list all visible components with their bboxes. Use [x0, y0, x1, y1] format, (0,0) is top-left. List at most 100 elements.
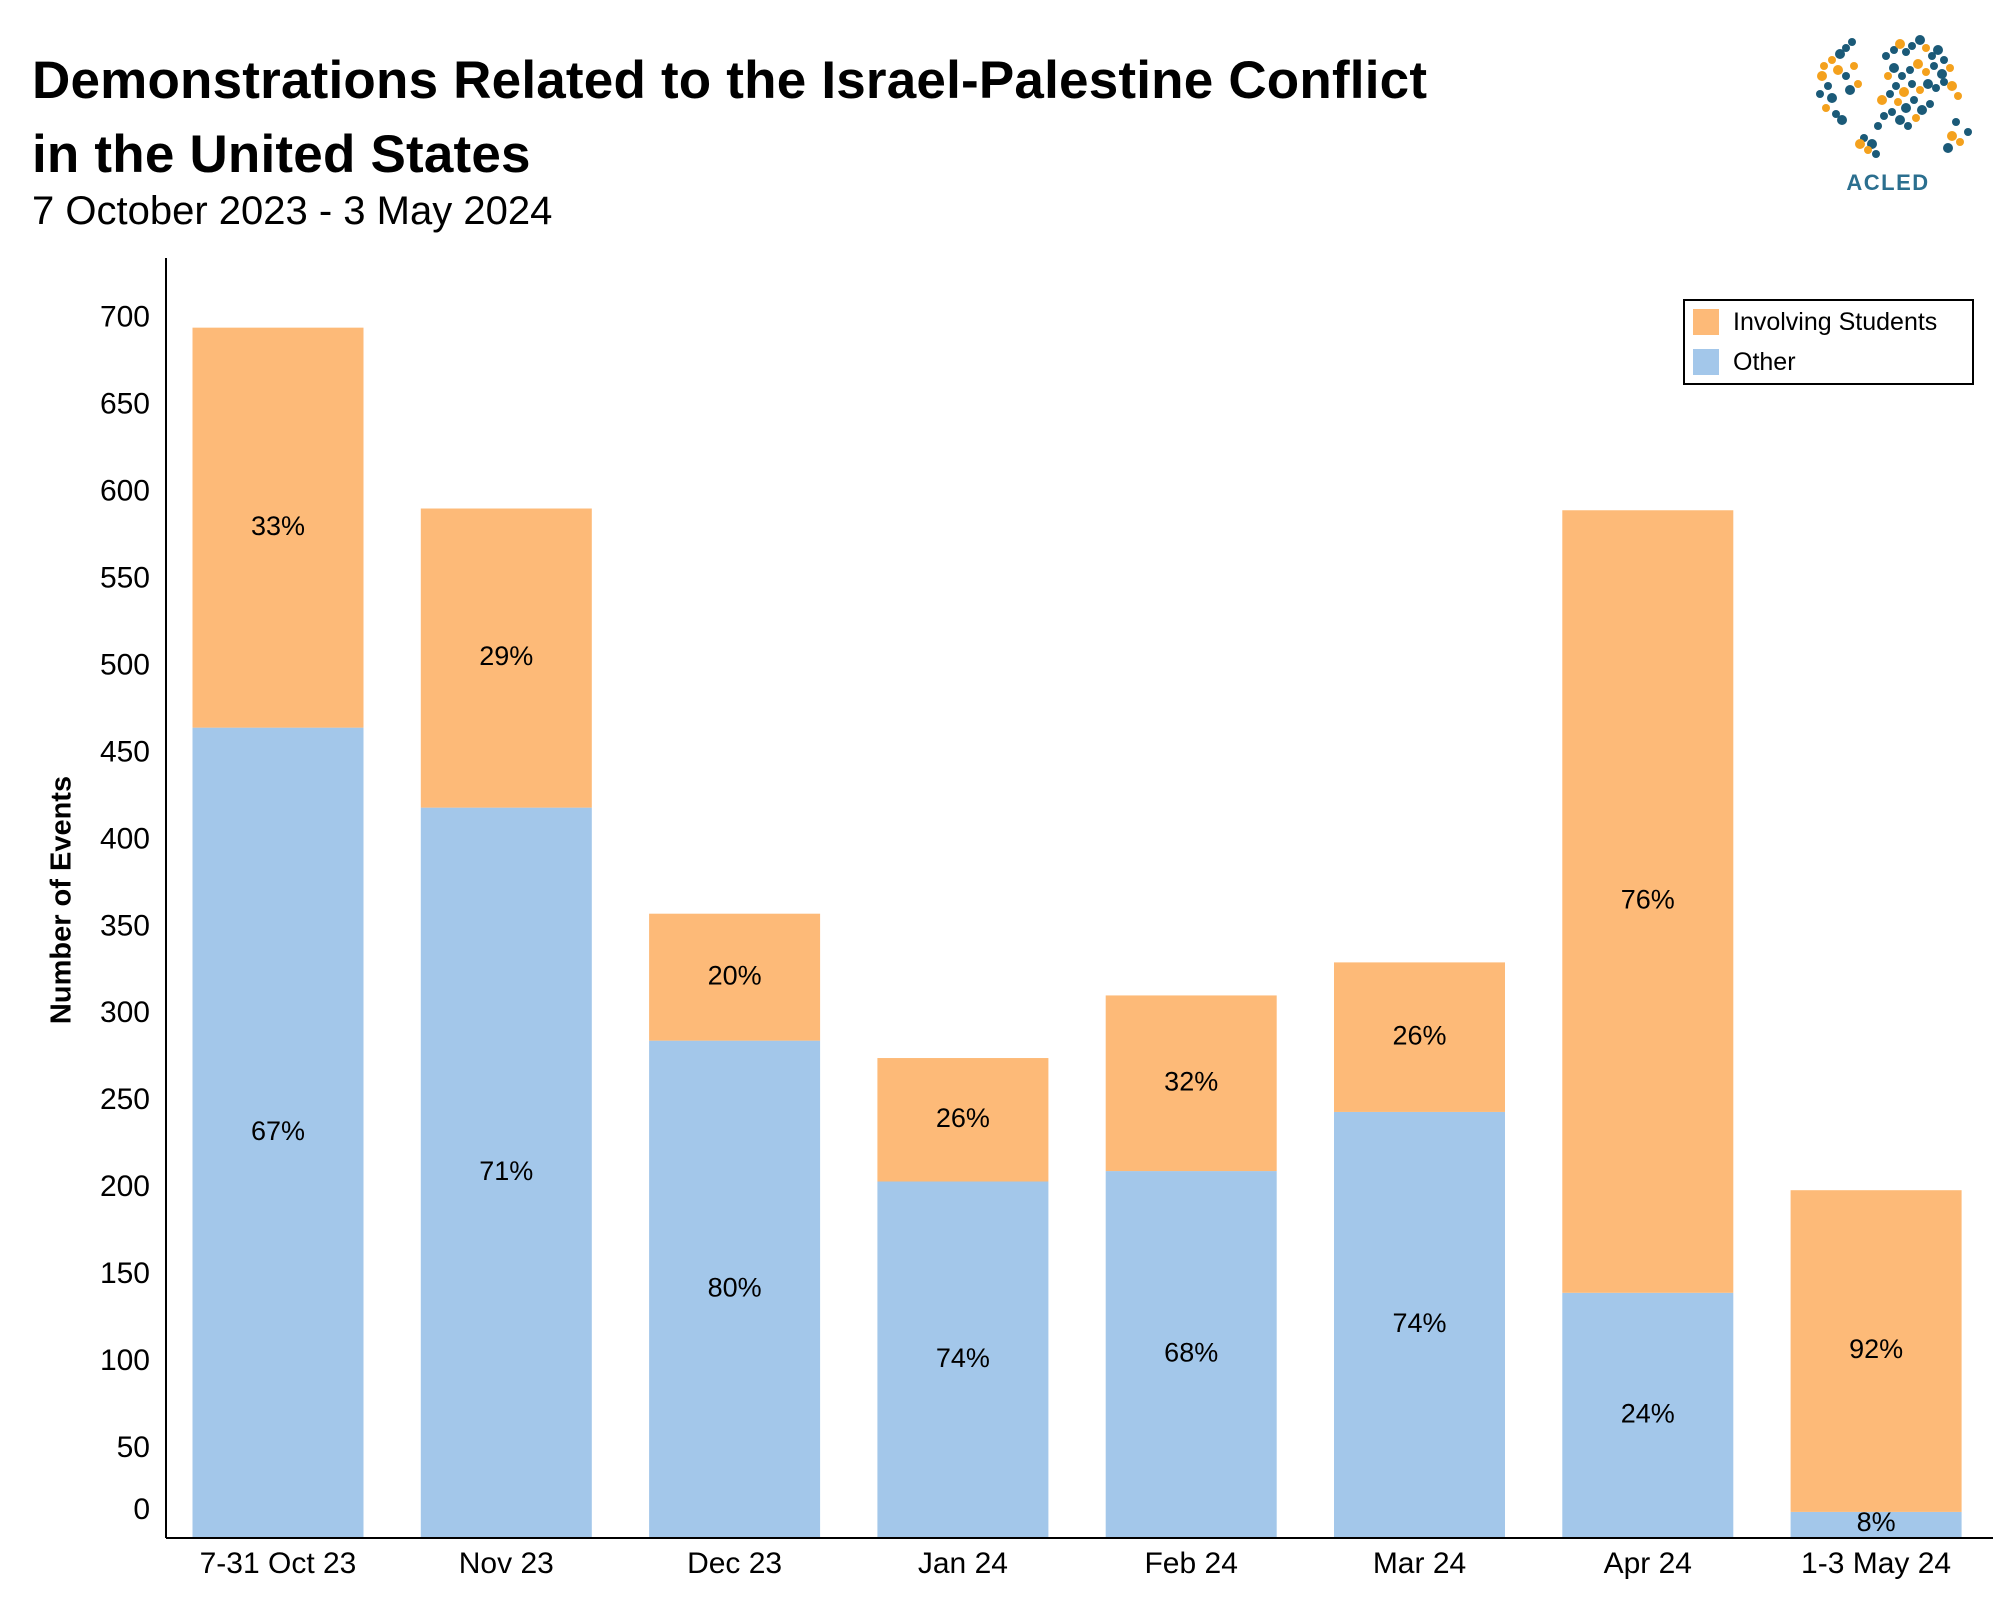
logo-dot: [1937, 69, 1947, 79]
data-label-students-3: 20%: [708, 960, 762, 990]
y-tick-label-450: 450: [100, 735, 150, 768]
logo-dot: [1947, 81, 1957, 91]
bar-other-5: [1105, 1171, 1277, 1538]
y-tick-label-400: 400: [100, 822, 150, 855]
legend-swatch-other: [1693, 349, 1719, 375]
logo-dot: [1947, 131, 1957, 141]
legend-item-students: Involving Students: [1693, 305, 1937, 339]
logo-dot: [1854, 80, 1862, 88]
logo-dot: [1848, 38, 1856, 46]
data-label-other-8: 8%: [1857, 1507, 1896, 1537]
logo-dot: [1926, 100, 1934, 108]
logo-dot: [1895, 115, 1905, 125]
y-tick-label-200: 200: [100, 1170, 150, 1203]
logo-dot: [1845, 85, 1855, 95]
logo-dot: [1864, 146, 1872, 154]
logo-dot: [1884, 72, 1892, 80]
y-tick-label-350: 350: [100, 909, 150, 942]
logo-dot: [1902, 48, 1910, 56]
logo-dot: [1930, 62, 1938, 70]
x-tick-label-5: Feb 24: [1144, 1547, 1237, 1580]
legend-item-other: Other: [1693, 345, 1796, 379]
data-label-other-2: 71%: [479, 1156, 533, 1186]
logo-dot: [1874, 122, 1882, 130]
x-tick-label-8: 1-3 May 24: [1801, 1547, 1951, 1580]
chart-legend: Involving Students Other: [1683, 299, 1974, 385]
logo-dot: [1832, 110, 1840, 118]
x-tick-label-6: Mar 24: [1373, 1547, 1466, 1580]
logo-dot: [1898, 72, 1906, 80]
logo-dot: [1882, 52, 1890, 60]
world-map-dots-icon: [1816, 35, 1972, 158]
data-label-other-7: 24%: [1621, 1399, 1675, 1429]
x-tick-label-2: Nov 23: [459, 1547, 554, 1580]
chart-title-line-2: in the United States: [32, 125, 531, 184]
logo-dot: [1895, 39, 1905, 49]
y-tick-label-700: 700: [100, 301, 150, 334]
logo-dot: [1964, 128, 1972, 136]
logo-dot: [1833, 65, 1843, 75]
x-tick-label-7: Apr 24: [1604, 1547, 1692, 1580]
data-label-other-6: 74%: [1392, 1308, 1446, 1338]
bar-other-8: [1790, 1511, 1962, 1538]
data-label-students-8: 92%: [1849, 1334, 1903, 1364]
logo-dot: [1855, 139, 1865, 149]
chart-title-line-1: Demonstrations Related to the Israel-Pal…: [32, 51, 1428, 110]
y-tick-label-600: 600: [100, 475, 150, 508]
logo-dot: [1946, 64, 1954, 72]
logo-dot: [1923, 79, 1933, 89]
logo-dot: [1913, 59, 1923, 69]
y-tick-label-250: 250: [100, 1083, 150, 1116]
data-label-other-1: 67%: [251, 1116, 305, 1146]
bar-students-8: [1790, 1190, 1962, 1512]
logo-dot: [1922, 68, 1930, 76]
logo-dot: [1820, 62, 1828, 70]
logo-dot: [1894, 98, 1902, 106]
data-label-other-5: 68%: [1164, 1338, 1218, 1368]
data-label-students-1: 33%: [251, 511, 305, 541]
logo-dot: [1922, 44, 1930, 52]
logo-dot: [1890, 46, 1898, 54]
data-label-students-7: 76%: [1621, 885, 1675, 915]
logo-dot: [1917, 105, 1927, 115]
bar-students-1: [192, 327, 364, 728]
logo-dot: [1916, 86, 1924, 94]
logo-dot: [1817, 71, 1827, 81]
acled-logo: ACLED: [1802, 26, 1974, 206]
bar-students-2: [420, 508, 592, 808]
data-label-other-3: 80%: [708, 1272, 762, 1302]
logo-dot: [1816, 90, 1824, 98]
logo-dot: [1932, 84, 1940, 92]
logo-text: ACLED: [1846, 170, 1930, 195]
logo-dot: [1956, 138, 1964, 146]
y-tick-label-650: 650: [100, 388, 150, 421]
logo-dot: [1842, 44, 1850, 52]
data-label-students-6: 26%: [1392, 1020, 1446, 1050]
bar-other-1: [192, 727, 364, 1538]
logo-dot: [1822, 104, 1830, 112]
chart-subtitle: 7 October 2023 - 3 May 2024: [32, 189, 553, 233]
bar-students-6: [1334, 962, 1505, 1112]
y-tick-label-300: 300: [100, 996, 150, 1029]
bar-students-7: [1562, 510, 1734, 1293]
logo-dot: [1837, 115, 1847, 125]
logo-dot: [1886, 90, 1894, 98]
logo-dot: [1889, 63, 1899, 73]
logo-dot: [1940, 56, 1948, 64]
x-tick-label-1: 7-31 Oct 23: [200, 1547, 357, 1580]
bar-other-2: [420, 807, 592, 1538]
logo-dot: [1835, 49, 1845, 59]
logo-dot: [1908, 42, 1916, 50]
logo-dot: [1928, 52, 1936, 60]
logo-dot: [1828, 56, 1836, 64]
logo-dot: [1888, 108, 1896, 116]
logo-dot: [1877, 95, 1887, 105]
logo-dot: [1906, 66, 1914, 74]
y-tick-label-550: 550: [100, 561, 150, 594]
bar-students-5: [1105, 995, 1277, 1172]
x-tick-label-3: Dec 23: [687, 1547, 782, 1580]
logo-dot: [1912, 114, 1920, 122]
logo-dot: [1824, 82, 1832, 90]
logo-dot: [1915, 35, 1925, 45]
